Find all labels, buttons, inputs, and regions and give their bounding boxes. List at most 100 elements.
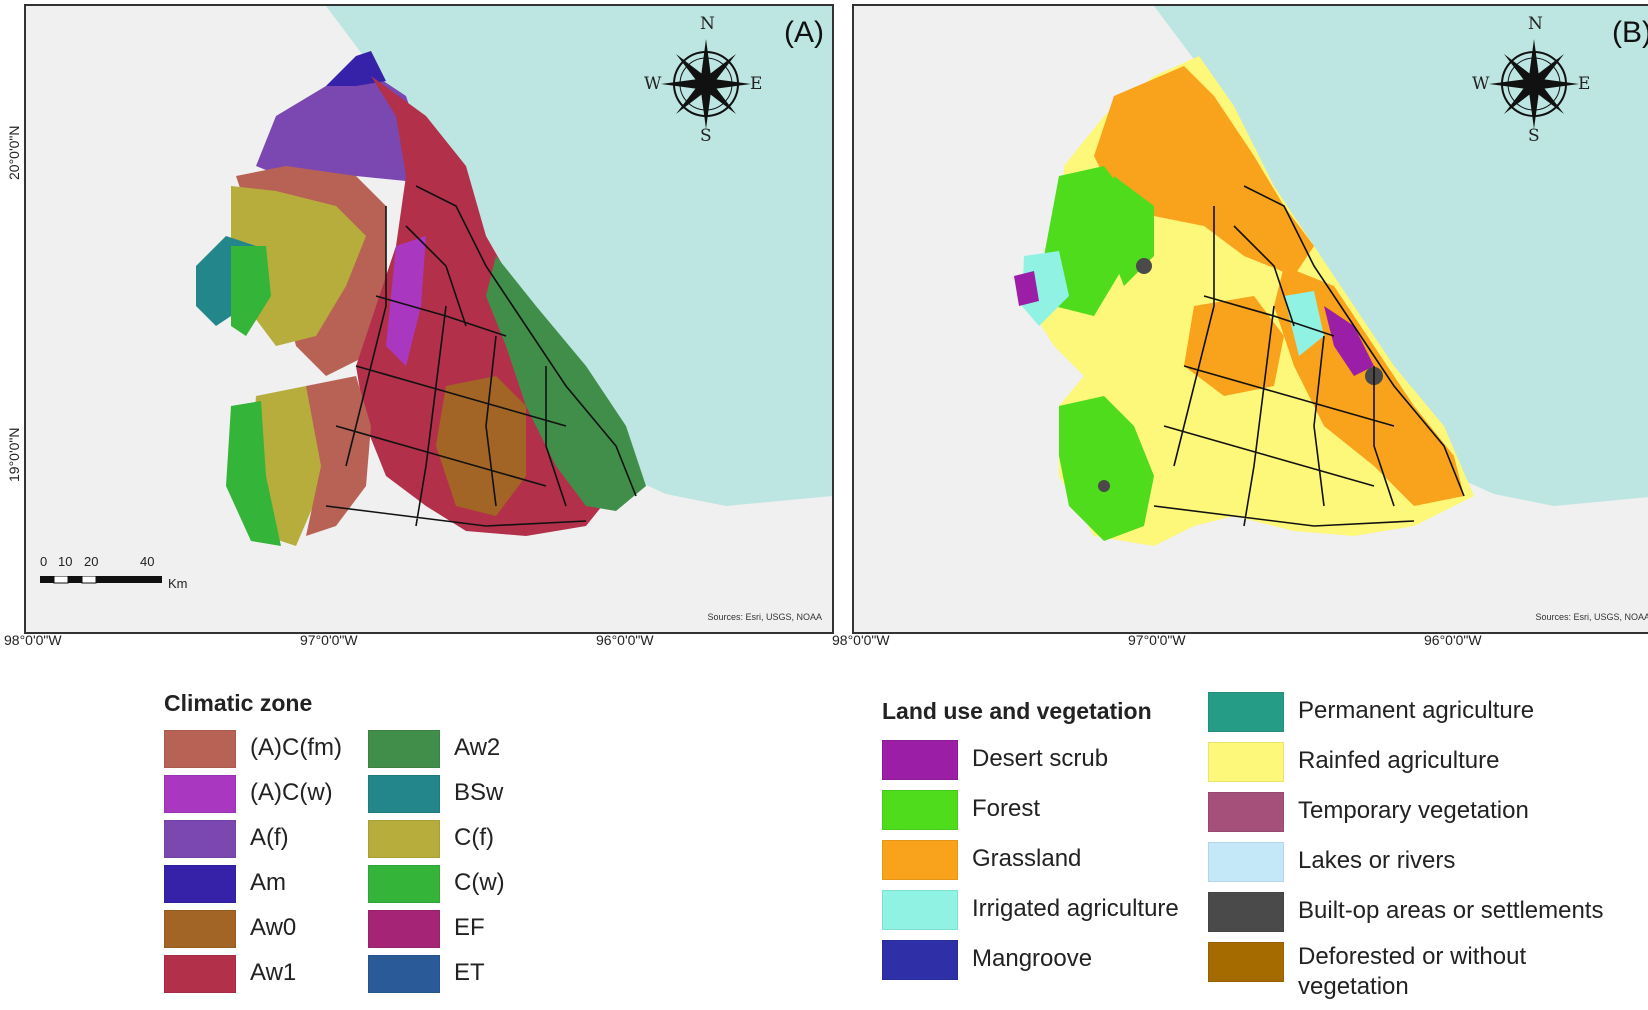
legend-item-permanent-agriculture: Permanent agriculture (1208, 692, 1534, 732)
compass-north: N (1528, 14, 1543, 34)
grassland-north (1094, 66, 1314, 276)
scale-tick-20: 20 (84, 554, 99, 569)
legend-swatch (368, 820, 440, 858)
legend-swatch (882, 890, 958, 930)
panel-b-label: (B) (1612, 16, 1648, 49)
grassland-center (1184, 296, 1284, 396)
watershed-boundaries (1153, 185, 1465, 527)
lat-label-20n: 20°0'0"N (6, 125, 22, 181)
compass-east: E (1578, 74, 1591, 94)
zone-aw2 (486, 256, 646, 511)
legend-item-a-f: A(f) (164, 820, 289, 858)
north-arrow-compass-icon: N S E W (1472, 14, 1594, 146)
legend-swatch (164, 775, 236, 813)
legend-label: A(f) (250, 824, 289, 851)
compass-south: S (1528, 126, 1540, 146)
panel-a-label: (A) (784, 16, 824, 49)
land-use-legend: Land use and vegetation Desert scrub Fore… (882, 692, 1642, 1008)
climatic-zone-map-graphic (26, 6, 832, 632)
lon-label-98w-a: 98°0'0"W (4, 632, 62, 648)
legend-label: Forest (972, 795, 1041, 822)
watershed-boundaries (325, 185, 637, 527)
legend-item-aw1: Aw1 (164, 955, 296, 993)
legend-label: C(f) (454, 824, 494, 851)
scale-tick-40: 40 (140, 554, 155, 569)
legend-item-a-c-w: (A)C(w) (164, 775, 333, 813)
legend-swatch (164, 730, 236, 768)
legend-swatch (164, 820, 236, 858)
legend-label: Desert scrub (972, 745, 1109, 772)
legend-label: Aw0 (250, 914, 297, 941)
lon-label-96w-a: 96°0'0"W (596, 632, 654, 648)
irrigated-agriculture-west (1022, 251, 1069, 326)
legend-label: ET (454, 959, 485, 986)
legend-label: (A)C(w) (250, 779, 333, 806)
legend-item-ef: EF (368, 910, 485, 948)
compass-south: S (700, 126, 712, 146)
lat-label-19n: 19°0'0"N (6, 427, 22, 483)
forest-south-west (1059, 396, 1154, 541)
climatic-zone-map: (A) N S E W 0 10 20 40 Km Sources: (24, 4, 834, 634)
lon-label-96w-b: 96°0'0"W (1424, 632, 1482, 648)
legend-item-built-op-areas-or-settlements: Built-op areas or settlements (1208, 892, 1603, 932)
zone-a-c-w (386, 236, 426, 366)
legend-item-irrigated-agriculture: Irrigated agriculture (882, 890, 1179, 930)
legend-swatch (368, 730, 440, 768)
legend-swatch (1208, 892, 1284, 932)
legend-item-deforested-or-without-vegetation: Deforested or without vegetation (1208, 942, 1538, 1002)
legend-label: Am (250, 869, 286, 896)
irrigated-agriculture-east (1284, 291, 1324, 356)
legend-item-c-w: C(w) (368, 865, 505, 903)
legend-swatch (368, 955, 440, 993)
legend-item-aw0: Aw0 (164, 910, 296, 948)
scale-bar: 0 10 20 40 Km (40, 554, 220, 594)
scale-tick-0: 0 (40, 554, 48, 569)
legend-item-grassland: Grassland (882, 840, 1081, 880)
legend-label: Aw2 (454, 734, 501, 761)
lon-label-98w-b: 98°0'0"W (832, 632, 890, 648)
zone-a-f (256, 76, 426, 186)
landuse-legend-title: Land use and vegetation (882, 698, 1152, 724)
legend-label: Deforested or without vegetation (1298, 943, 1527, 1000)
legend-label: Rainfed agriculture (1298, 747, 1500, 774)
legend-item-mangroove: Mangroove (882, 940, 1092, 980)
zone-a-c-fm-south (306, 376, 371, 536)
settlement-north (1136, 258, 1152, 274)
legend-label: Grassland (972, 845, 1082, 872)
desert-scrub-west (1014, 271, 1039, 306)
legend-swatch (882, 740, 958, 780)
scale-tick-10: 10 (58, 554, 73, 569)
legend-item-rainfed-agriculture: Rainfed agriculture (1208, 742, 1499, 782)
legend-label: Permanent agriculture (1298, 697, 1535, 724)
legend-swatch (368, 775, 440, 813)
legend-item-forest: Forest (882, 790, 1040, 830)
legend-swatch (1208, 692, 1284, 732)
legend-swatch (164, 955, 236, 993)
north-arrow-compass-icon: N S E W (644, 14, 766, 146)
legend-item-bsw: BSw (368, 775, 503, 813)
lon-label-97w-b: 97°0'0"W (1128, 632, 1186, 648)
zone-am-north (326, 51, 386, 86)
legend-item-a-c-fm: (A)C(fm) (164, 730, 342, 768)
legend-item-am: Am (164, 865, 286, 903)
legend-item-desert-scrub: Desert scrub (882, 740, 1108, 780)
legend-swatch (368, 865, 440, 903)
compass-west: W (644, 74, 662, 94)
legend-swatch (1208, 942, 1284, 982)
legend-label: BSw (454, 779, 504, 806)
compass-north: N (700, 14, 715, 34)
zone-c-w-south (226, 401, 281, 546)
legend-swatch (164, 910, 236, 948)
settlement-south (1098, 480, 1110, 492)
lon-label-97w-a: 97°0'0"W (300, 632, 358, 648)
legend-label: EF (454, 914, 485, 941)
scale-bar-graphic (40, 576, 162, 584)
legend-item-aw2: Aw2 (368, 730, 500, 768)
legend-swatch (1208, 742, 1284, 782)
legend-swatch (164, 865, 236, 903)
climatic-zone-legend: Climatic zone (A)C(fm) (A)C(w) A(f) Am Aw0 Aw… (164, 690, 564, 1000)
map-sources-a: Sources: Esri, USGS, NOAA (707, 612, 822, 622)
legend-swatch (1208, 842, 1284, 882)
legend-label: Lakes or rivers (1298, 847, 1456, 874)
legend-label: C(w) (454, 869, 505, 896)
